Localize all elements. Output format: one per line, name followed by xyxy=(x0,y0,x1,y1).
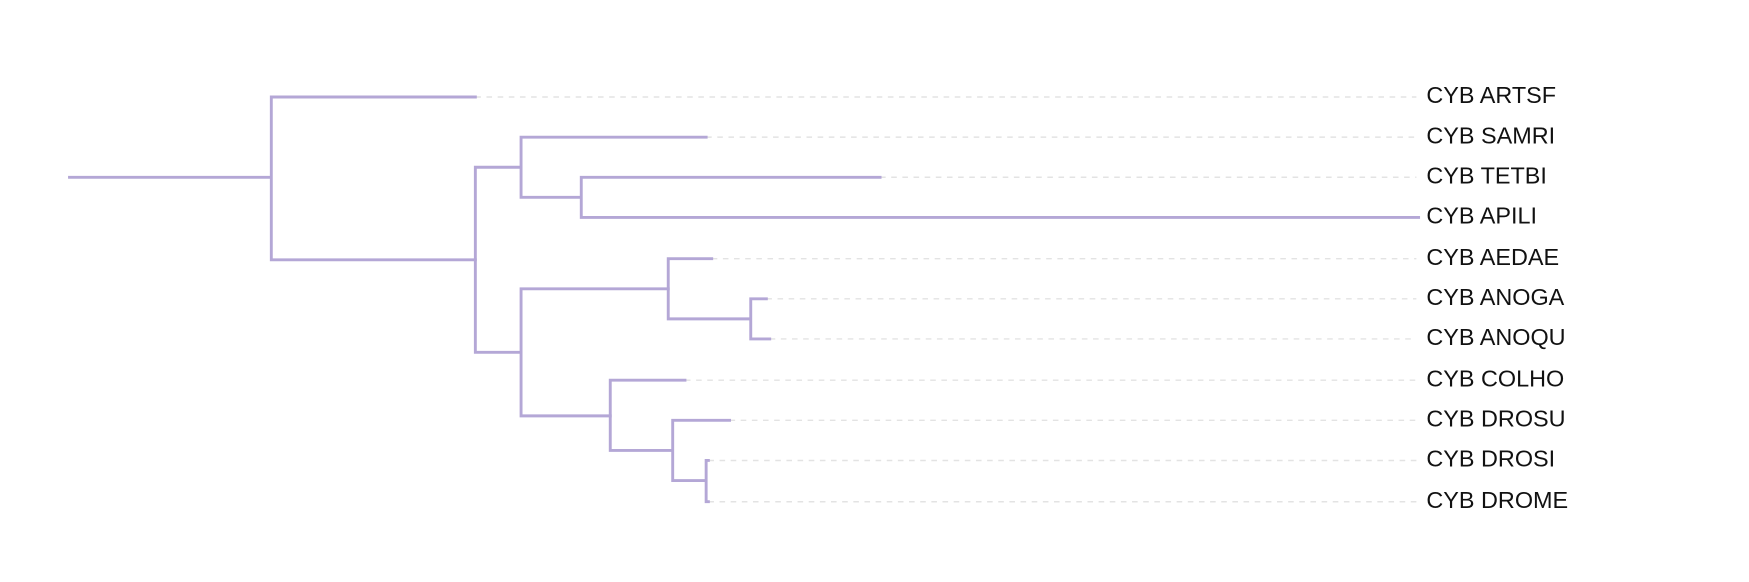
leaf-label: CYB ARTSF xyxy=(1426,82,1556,108)
branch xyxy=(473,165,523,354)
leaf-label: CYB DROSU xyxy=(1426,406,1565,432)
leaf-label: CYB APILI xyxy=(1426,203,1537,229)
leaf-label: CYB AEDAE xyxy=(1426,244,1559,270)
branch xyxy=(666,257,772,341)
leaf-label: CYB DROSI xyxy=(1426,446,1555,472)
branch xyxy=(68,95,477,262)
leaf-label: CYB ANOQU xyxy=(1426,324,1565,350)
leaf-label: CYB COLHO xyxy=(1426,365,1564,391)
branches xyxy=(68,95,1421,504)
branch xyxy=(519,287,670,418)
branch xyxy=(608,378,732,504)
leaf-label: CYB ANOGA xyxy=(1426,284,1564,310)
leaf-labels: CYB ARTSF CYB SAMRI CYB TETBI CYB APILI … xyxy=(1426,82,1568,513)
leaf-label: CYB DROME xyxy=(1426,487,1568,513)
leaf-label: CYB SAMRI xyxy=(1426,122,1555,148)
branch xyxy=(519,135,1421,219)
guide-lines xyxy=(475,96,1417,503)
leaf-label: CYB TETBI xyxy=(1426,162,1547,188)
